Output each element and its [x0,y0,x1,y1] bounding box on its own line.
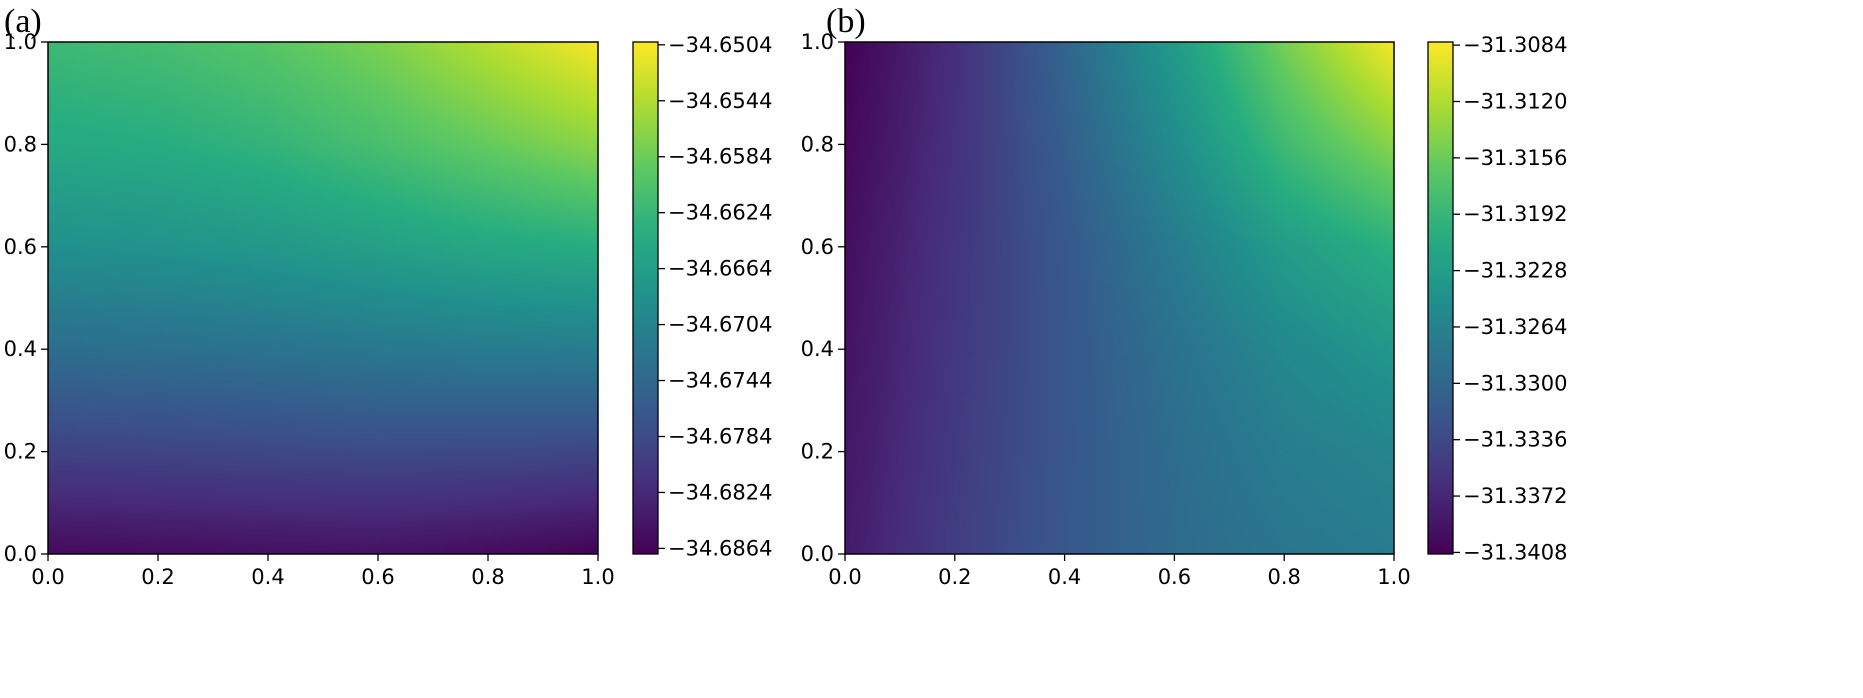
x-tick-label: 0.4 [1048,565,1081,589]
colorbar-tick-label: −34.6704 [668,313,772,337]
colorbar-tick-label: −31.3300 [1463,371,1567,395]
y-tick-label: 0.4 [4,337,37,361]
panel-label: (b) [826,3,866,40]
colorbar [1428,42,1453,554]
x-tick-label: 1.0 [581,565,614,589]
colorbar-tick-label: −31.3084 [1463,33,1567,57]
colorbar-tick-label: −34.6624 [668,201,772,225]
y-tick-label: 0.8 [801,132,834,156]
plot-frame [47,41,599,555]
colorbar-tick-label: −34.6784 [668,424,772,448]
x-tick-label: 0.2 [141,565,174,589]
y-tick-label: 0.8 [4,132,37,156]
x-tick-label: 0.0 [828,565,861,589]
colorbar-tick-label: −31.3228 [1463,259,1567,283]
x-tick-label: 1.0 [1377,565,1410,589]
colorbar-tick-label: −34.6504 [668,33,772,57]
colorbar-tick-label: −31.3192 [1463,202,1567,226]
colorbar-frame [1427,41,1454,555]
colorbar-tick-label: −34.6664 [668,257,772,281]
plot-frame [844,41,1395,555]
y-tick-label: 0.2 [4,440,37,464]
panel-b: (b) 0.0 0.2 0.4 0.6 0.8 1.0 0.0 0.2 0.4 0.6 0.8 1.0 −… [801,3,1568,589]
colorbar-tick-label: −31.3372 [1463,484,1567,508]
panel-label: (a) [4,3,42,40]
x-tick-label: 0.0 [31,565,64,589]
y-tick-label: 1.0 [801,30,834,54]
colorbar-tick-label: −34.6744 [668,369,772,393]
colorbar-tick-label: −31.3336 [1463,428,1567,452]
colorbar-tick-label: −31.3156 [1463,146,1567,170]
colorbar-tick-label: −34.6864 [668,536,772,560]
y-tick-label: 0.0 [4,542,37,566]
colorbar [633,42,658,554]
y-tick-label: 0.6 [801,235,834,259]
x-tick-label: 0.8 [471,565,504,589]
x-tick-label: 0.6 [1158,565,1191,589]
colorbar-tick-label: −34.6544 [668,89,772,113]
y-tick-label: 0.4 [801,337,834,361]
heatmap-image [845,42,1394,554]
y-tick-label: 0.0 [801,542,834,566]
x-tick-label: 0.2 [938,565,971,589]
y-tick-label: 1.0 [4,30,37,54]
colorbar-tick-label: −31.3264 [1463,315,1567,339]
x-tick-label: 0.6 [361,565,394,589]
y-tick-label: 0.2 [801,440,834,464]
x-tick-label: 0.4 [251,565,284,589]
colorbar-tick-label: −34.6824 [668,480,772,504]
x-tick-label: 0.8 [1267,565,1300,589]
colorbar-tick-label: −34.6584 [668,145,772,169]
colorbar-tick-label: −31.3120 [1463,89,1567,113]
y-tick-label: 0.6 [4,235,37,259]
heatmap-image [48,42,598,554]
panel-a: (a) 0.0 0.2 0.4 0.6 0.8 1.0 0.0 0.2 0.4 0.6 0.8 1.0 −… [4,3,773,589]
colorbar-frame [632,41,659,555]
colorbar-tick-label: −31.3408 [1463,540,1567,564]
